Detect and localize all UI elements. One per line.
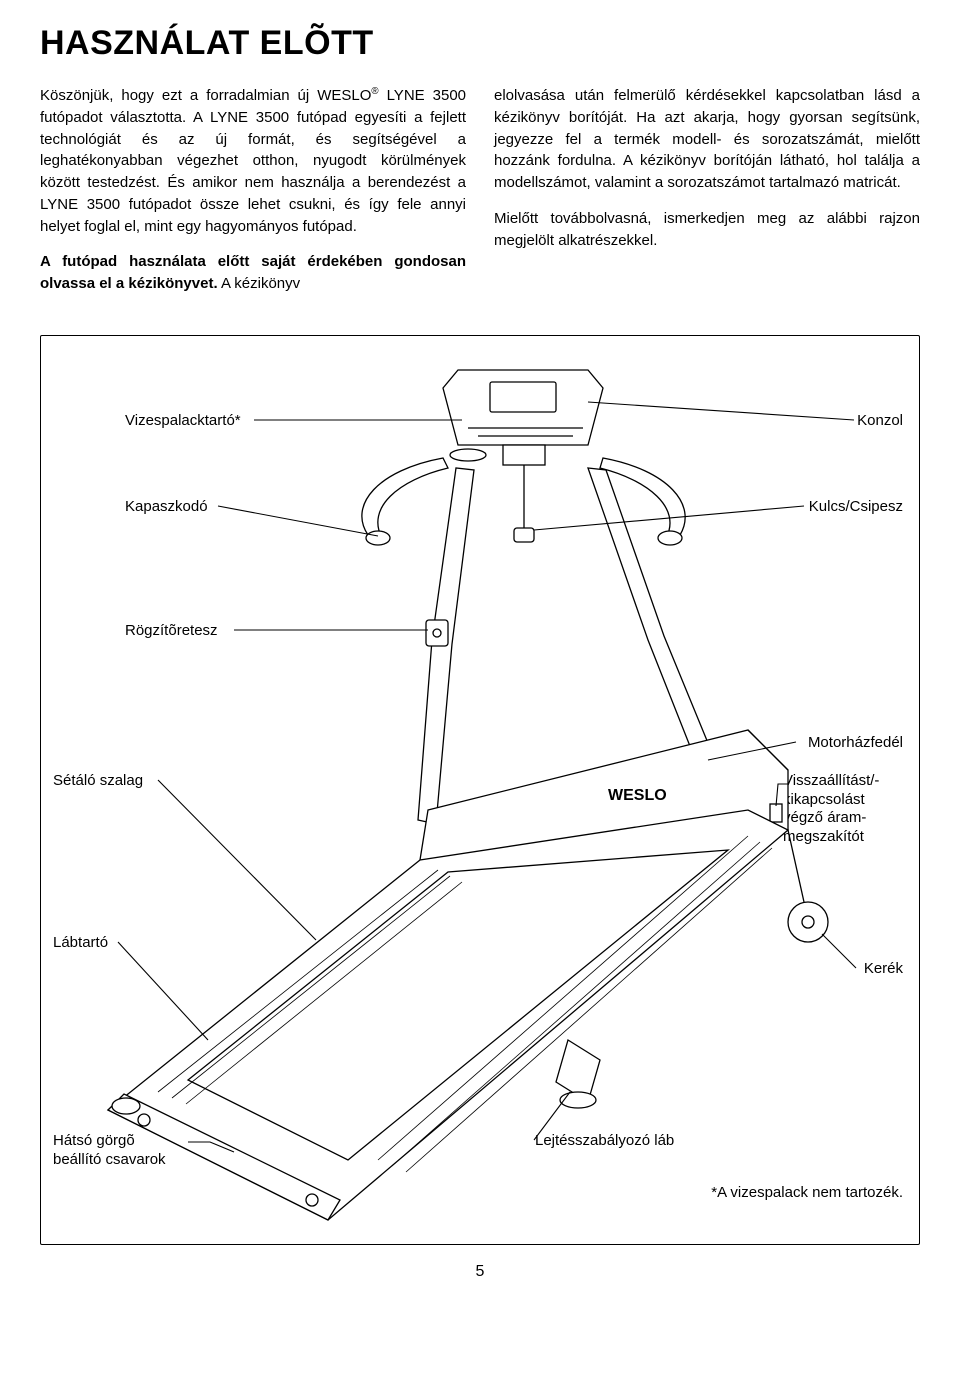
label-visszaallitast: Visszaállítást/- kikapcsolást végző áram… xyxy=(783,772,903,847)
label-rogzitoretesz: Rögzítõretesz xyxy=(125,622,218,641)
label-kerek: Kerék xyxy=(864,960,903,979)
col1-para1: Köszönjük, hogy ezt a forradalmian új WE… xyxy=(40,85,466,237)
incline-leg-icon xyxy=(556,1040,600,1108)
page-title: HASZNÁLAT ELÕTT xyxy=(40,24,920,63)
foot-rail-cap-icon xyxy=(112,1098,140,1114)
label-visszaallitast-l1: Visszaállítást/- xyxy=(783,772,879,789)
svg-text:WESLO: WESLO xyxy=(608,787,667,804)
breaker-icon xyxy=(770,804,782,822)
label-setalo-szalag: Sétáló szalag xyxy=(53,772,143,791)
diagram-area: Vizespalacktartó* Kapaszkodó Rögzítõrete… xyxy=(45,340,915,1240)
label-hatso-gorgo: Hátsó görgõ beállító csavarok xyxy=(53,1132,223,1170)
label-hatso-gorgo-l2: beállító csavarok xyxy=(53,1151,166,1168)
diagram-frame: Vizespalacktartó* Kapaszkodó Rögzítõrete… xyxy=(40,335,920,1245)
motor-hood-icon: WESLO xyxy=(420,730,788,920)
label-kapaszkodo: Kapaszkodó xyxy=(125,498,208,517)
label-vizespalacktarto: Vizespalacktartó* xyxy=(125,412,241,431)
col1-para2: A futópad használata előtt saját érdekéb… xyxy=(40,251,466,295)
page-number: 5 xyxy=(40,1263,920,1281)
registered-mark: ® xyxy=(371,86,378,97)
col1-p2b: A kézikönyv xyxy=(218,275,301,292)
column-left: Köszönjük, hogy ezt a forradalmian új WE… xyxy=(40,85,466,309)
label-visszaallitast-l2: kikapcsolást xyxy=(783,791,865,808)
col1-p1a: Köszönjük, hogy ezt a forradalmian új WE… xyxy=(40,87,371,104)
label-lejtesszabalyozo: Lejtésszabályozó láb xyxy=(535,1132,674,1151)
label-visszaallitast-l4: megszakítót xyxy=(783,828,864,845)
col2-para1: elolvasása után felmerülő kérdésekkel ka… xyxy=(494,85,920,194)
label-hatso-gorgo-l1: Hátsó görgõ xyxy=(53,1132,135,1149)
latch-icon xyxy=(426,620,448,646)
label-motorhazfedel: Motorházfedél xyxy=(808,734,903,753)
col1-p1b: LYNE 3500 futópadot választotta. A LYNE … xyxy=(40,87,466,235)
key-clip-icon xyxy=(514,465,534,542)
label-labtarto: Lábtartó xyxy=(53,934,108,953)
col2-para2: Mielőtt továbbolvasná, ismerkedjen meg a… xyxy=(494,208,920,252)
label-kulcs-csipesz: Kulcs/Csipesz xyxy=(809,498,903,517)
column-right: elolvasása után felmerülő kérdésekkel ka… xyxy=(494,85,920,309)
uprights xyxy=(418,468,738,824)
label-konzol: Konzol xyxy=(857,412,903,431)
bottle-holder-icon xyxy=(450,449,486,461)
label-visszaallitast-l3: végző áram- xyxy=(783,809,866,826)
body-text-columns: Köszönjük, hogy ezt a forradalmian új WE… xyxy=(40,85,920,309)
handlebar-icon xyxy=(362,458,685,545)
console-icon xyxy=(443,370,603,445)
label-footnote: *A vizespalack nem tartozék. xyxy=(711,1184,903,1203)
